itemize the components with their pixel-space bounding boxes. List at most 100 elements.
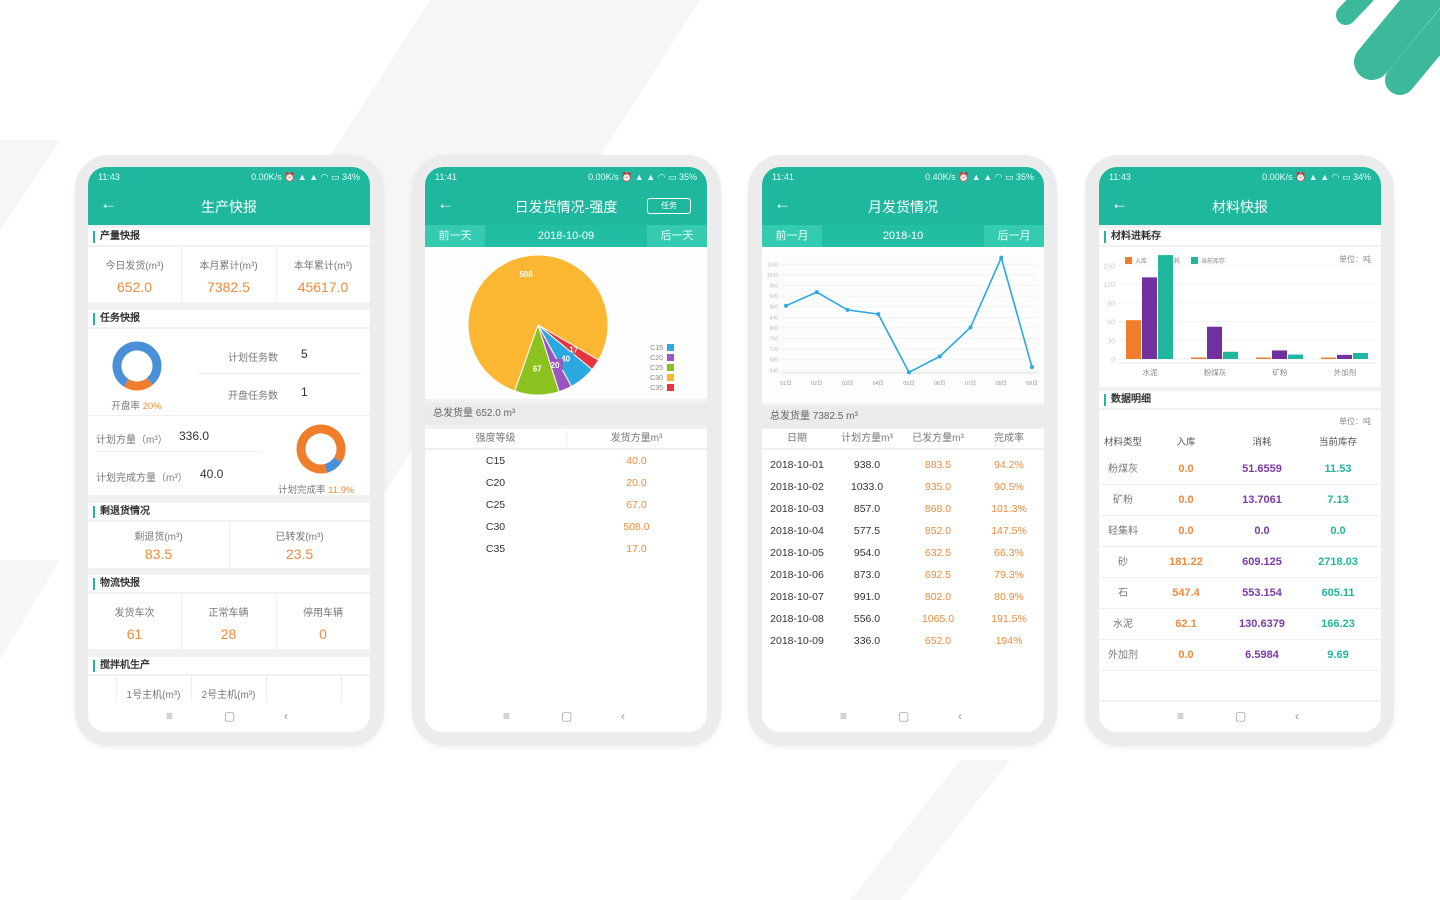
column-header: 消耗 bbox=[1252, 437, 1272, 448]
date: 2018-10-06 bbox=[770, 569, 824, 581]
table-row: 2018-10-04 577.5 852.0 147.5% bbox=[762, 520, 1044, 542]
bar-chart-panel: 入库 消耗 当前库存 0 30 60 90 120 150 水泥 粉煤灰 矿粉 外加剂 单位：吨 bbox=[1099, 247, 1381, 387]
stock-in: 0.0 bbox=[1178, 525, 1194, 537]
home-icon[interactable]: ▢ bbox=[898, 709, 910, 723]
home-icon[interactable]: ▢ bbox=[561, 709, 573, 723]
x-tick-label: 粉煤灰 bbox=[1204, 367, 1227, 377]
prev-month-button[interactable]: 前一月 bbox=[762, 225, 822, 247]
bar-消耗 bbox=[1207, 326, 1222, 359]
stat-value: 83.5 bbox=[144, 546, 173, 562]
unit-label: 单位：吨 bbox=[1339, 417, 1371, 426]
open-tasks-label: 开盘任务数 bbox=[228, 391, 278, 402]
consumption: 13.7061 bbox=[1242, 494, 1282, 506]
menu-icon[interactable]: ≡ bbox=[166, 709, 174, 723]
materials-table: 单位：吨 材料类型 入库 消耗 当前库存 粉煤灰 0.0 51.6559 11.53 矿粉 0.… bbox=[1099, 410, 1381, 700]
column-header: 当前库存 bbox=[1318, 437, 1357, 448]
table-row: 2018-10-09 336.0 652.0 194% bbox=[762, 630, 1044, 652]
back-nav-icon[interactable]: ‹ bbox=[284, 709, 288, 723]
android-nav-bar: ≡ ▢ ‹ bbox=[88, 702, 370, 732]
stat-label: 停用车辆 bbox=[303, 608, 343, 619]
donut-segment-highlight bbox=[296, 424, 346, 474]
shipped-volume: 868.0 bbox=[924, 503, 952, 515]
material-type: 砂 bbox=[1118, 557, 1128, 568]
menu-icon[interactable]: ≡ bbox=[1177, 709, 1185, 723]
stat-label: 已转发(m³) bbox=[275, 532, 324, 543]
home-icon[interactable]: ▢ bbox=[1235, 709, 1247, 723]
legend-swatch bbox=[667, 364, 674, 371]
table-row: 矿粉 0.0 13.7061 7.13 bbox=[1099, 485, 1381, 516]
pie-data-label: 40 bbox=[561, 354, 570, 363]
status-bar: 11:43 0.00K/s ⏰ ▲ ▲ ◠ ▭ 34% bbox=[1099, 167, 1381, 187]
x-tick-label: 08日 bbox=[995, 380, 1007, 387]
home-icon[interactable]: ▢ bbox=[224, 709, 236, 723]
menu-icon[interactable]: ≡ bbox=[840, 709, 848, 723]
back-nav-icon[interactable]: ‹ bbox=[1295, 709, 1299, 723]
section-returns: 剩退货情况 bbox=[88, 503, 370, 521]
status-bar: 11:43 0.00K/s ⏰ ▲ ▲ ◠ ▭ 34% bbox=[88, 167, 370, 187]
arrow-left-icon[interactable]: ← bbox=[437, 194, 454, 213]
shipped-volume: 852.0 bbox=[924, 525, 952, 537]
y-tick-label: 840 bbox=[770, 315, 779, 321]
date: 2018-10-03 bbox=[770, 503, 824, 515]
table-row: 砂 181.22 609.125 2718.03 bbox=[1099, 547, 1381, 578]
table-row: 轻集料 0.0 0.0 0.0 bbox=[1099, 516, 1381, 547]
planned-volume: 336.0 bbox=[853, 635, 881, 647]
strength-grade: C30 bbox=[485, 521, 506, 533]
y-tick-label: 1040 bbox=[767, 262, 778, 268]
prev-day-button[interactable]: 前一天 bbox=[425, 225, 485, 247]
section-output: 产量快报 bbox=[88, 228, 370, 246]
date-navigator: 前一天 2018-10-09 后一天 bbox=[425, 225, 707, 247]
legend-swatch bbox=[667, 384, 674, 391]
date: 2018-10-04 bbox=[770, 525, 824, 537]
bar-当前库存 bbox=[1353, 352, 1368, 359]
arrow-left-icon[interactable]: ← bbox=[100, 194, 117, 213]
task-button[interactable]: 任务 bbox=[647, 198, 691, 214]
total-shipment: 总发货量 652.0 m³ bbox=[425, 403, 707, 425]
data-point bbox=[999, 255, 1004, 260]
material-type: 水泥 bbox=[1113, 619, 1133, 630]
network-speed: 0.00K/s bbox=[588, 171, 619, 182]
shipped-volume: 17.0 bbox=[626, 543, 647, 555]
stat-value: 28 bbox=[220, 626, 237, 642]
arrow-left-icon[interactable]: ← bbox=[774, 194, 791, 213]
battery-level: 34% bbox=[1352, 171, 1371, 182]
table-row: C15 40.0 bbox=[425, 450, 707, 472]
bar-入库 bbox=[1126, 320, 1141, 359]
data-point bbox=[1030, 365, 1034, 370]
next-day-button[interactable]: 后一天 bbox=[647, 225, 707, 247]
monthly-shipment-screen: 11:41 0.40K/s ⏰ ▲ ▲ ◠ ▭ 35% ← 月发货情况 前一月 201… bbox=[762, 167, 1044, 732]
current-stock: 7.13 bbox=[1327, 494, 1349, 506]
planned-volume: 857.0 bbox=[853, 503, 881, 515]
date: 2018-10-07 bbox=[770, 591, 824, 603]
back-nav-icon[interactable]: ‹ bbox=[958, 709, 962, 723]
y-tick-label: 30 bbox=[1107, 338, 1115, 345]
legend-label: C25 bbox=[650, 365, 663, 372]
current-stock: 11.53 bbox=[1324, 463, 1352, 475]
month-navigator: 前一月 2018-10 后一月 bbox=[762, 225, 1044, 247]
arrow-left-icon[interactable]: ← bbox=[1111, 194, 1128, 213]
return-stats: 剩退货(m³) 83.5 已转发(m³) 23.5 bbox=[88, 522, 370, 568]
current-stock: 9.69 bbox=[1327, 649, 1349, 661]
planned-tasks-label: 计划任务数 bbox=[228, 353, 278, 364]
mixer-column: 2号主机(m³) bbox=[201, 690, 256, 701]
y-tick-label: 90 bbox=[1107, 301, 1115, 308]
section-tasks: 任务快报 bbox=[88, 310, 370, 328]
material-type: 轻集料 bbox=[1108, 526, 1138, 537]
donut-segment-rest bbox=[112, 341, 162, 387]
back-nav-icon[interactable]: ‹ bbox=[621, 709, 625, 723]
legend-swatch bbox=[667, 354, 674, 361]
unit-label: 单位：吨 bbox=[1339, 255, 1371, 264]
pie-data-label: 17 bbox=[569, 346, 578, 355]
monthly-table: 2018-10-01 938.0 883.5 94.2% 2018-10-02 1033.… bbox=[762, 450, 1044, 710]
android-nav-bar: ≡ ▢ ‹ bbox=[762, 702, 1044, 732]
mixer-column: 1号主机(m³) bbox=[126, 690, 181, 701]
menu-icon[interactable]: ≡ bbox=[503, 709, 511, 723]
stock-in: 0.0 bbox=[1178, 494, 1194, 506]
date: 2018-10-02 bbox=[770, 481, 824, 493]
strength-table: C15 40.0 C20 20.0 C25 67.0 C30 508.0 C35 17.0 bbox=[425, 450, 707, 710]
output-stats: 今日发货(m³) 652.0 本月累计(m³) 7382.5 本年累计(m³) … bbox=[88, 247, 370, 302]
current-stock: 0.0 bbox=[1330, 525, 1346, 537]
next-month-button[interactable]: 后一月 bbox=[984, 225, 1044, 247]
planned-volume: 873.0 bbox=[853, 569, 881, 581]
